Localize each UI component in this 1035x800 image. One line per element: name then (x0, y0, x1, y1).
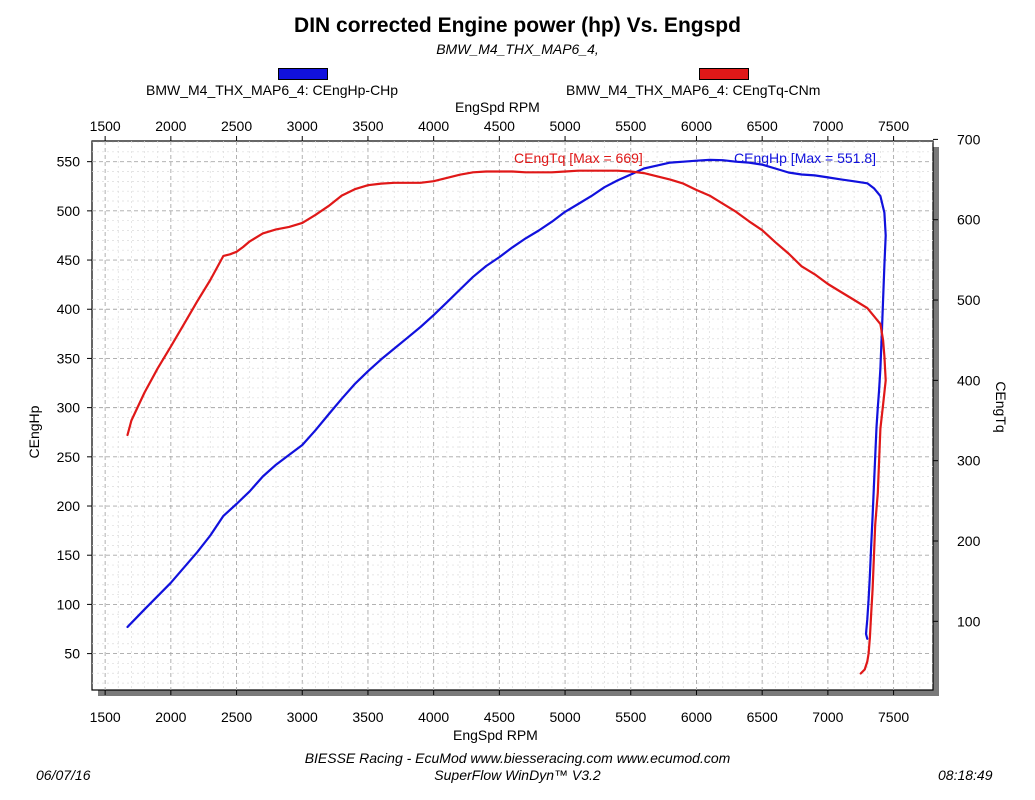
y-tick-label-left: 200 (57, 498, 81, 514)
x-tick-label-bottom: 7500 (878, 709, 909, 725)
x-tick-label-top: 4000 (418, 118, 449, 134)
x-tick-label-bottom: 3500 (352, 709, 383, 725)
y-tick-label-left: 350 (57, 350, 81, 366)
y-tick-label-left: 50 (64, 646, 80, 662)
x-tick-label-bottom: 4000 (418, 709, 449, 725)
chart-subtitle: BMW_M4_THX_MAP6_4, (436, 41, 599, 57)
series-line-power (126, 158, 887, 640)
y-tick-label-left: 450 (57, 252, 81, 268)
footer-date: 06/07/16 (36, 767, 91, 783)
y-tick-label-left: 400 (57, 301, 81, 317)
y-tick-label-left: 250 (57, 449, 81, 465)
chart-title: DIN corrected Engine power (hp) Vs. Engs… (294, 14, 741, 37)
x-tick-label-bottom: 5500 (615, 709, 646, 725)
x-tick-label-top: 2500 (221, 118, 252, 134)
y-tick-label-right: 400 (957, 372, 981, 388)
x-tick-label-top: 6500 (747, 118, 778, 134)
series-line-torque (126, 169, 887, 675)
x-tick-label-top: 2000 (155, 118, 186, 134)
legend-label-tq: BMW_M4_THX_MAP6_4: CEngTq-CNm (566, 82, 821, 98)
x-tick-label-bottom: 1500 (90, 709, 121, 725)
y-tick-label-right: 600 (957, 212, 981, 228)
x-tick-label-top: 7000 (812, 118, 843, 134)
x-tick-label-bottom: 6500 (747, 709, 778, 725)
tick-marks (87, 136, 938, 695)
x-tick-label-bottom: 2500 (221, 709, 252, 725)
x-tick-label-bottom: 4500 (484, 709, 515, 725)
y-tick-label-right: 700 (957, 131, 981, 147)
y-tick-label-left: 100 (57, 596, 81, 612)
annotation-power-max: CEngHp [Max = 551.8] (734, 150, 876, 166)
x-tick-label-top: 1500 (90, 118, 121, 134)
annotation-torque-max: CEngTq [Max = 669] (514, 150, 643, 166)
series-layer (126, 158, 887, 675)
y-tick-label-right: 100 (957, 613, 981, 629)
y-tick-label-left: 150 (57, 547, 81, 563)
x-tick-label-top: 7500 (878, 118, 909, 134)
x-tick-label-top: 6000 (681, 118, 712, 134)
y-tick-label-right: 200 (957, 533, 981, 549)
legend-label-hp: BMW_M4_THX_MAP6_4: CEngHp-CHp (146, 82, 399, 98)
footer-time: 08:18:49 (938, 767, 993, 783)
x-tick-label-top: 5000 (549, 118, 580, 134)
tick-labels: 1500 1500 2000 2000 2500 2500 3000 3000 3500 3500… (57, 118, 981, 725)
footer-credits: BIESSE Racing - EcuMod www.biesseracing.… (304, 750, 731, 766)
y-tick-label-left: 300 (57, 400, 81, 416)
x-tick-label-top: 3000 (287, 118, 318, 134)
y-tick-label-left: 550 (57, 154, 81, 170)
x-axis-title-top: EngSpd RPM (455, 99, 540, 115)
x-tick-label-bottom: 3000 (287, 709, 318, 725)
x-tick-label-bottom: 6000 (681, 709, 712, 725)
y-tick-label-right: 300 (957, 453, 981, 469)
footer-software: SuperFlow WinDyn™ V3.2 (434, 767, 601, 783)
x-tick-label-top: 4500 (484, 118, 515, 134)
x-axis-title-bottom: EngSpd RPM (453, 727, 538, 743)
legend-swatch-tq (699, 68, 749, 80)
x-tick-label-bottom: 7000 (812, 709, 843, 725)
y-tick-label-left: 500 (57, 203, 81, 219)
y-tick-label-right: 500 (957, 292, 981, 308)
x-tick-label-bottom: 2000 (155, 709, 186, 725)
grid-lines (92, 141, 933, 690)
x-tick-label-top: 5500 (615, 118, 646, 134)
x-tick-label-top: 3500 (352, 118, 383, 134)
legend-swatch-hp (278, 68, 328, 80)
x-tick-label-bottom: 5000 (549, 709, 580, 725)
